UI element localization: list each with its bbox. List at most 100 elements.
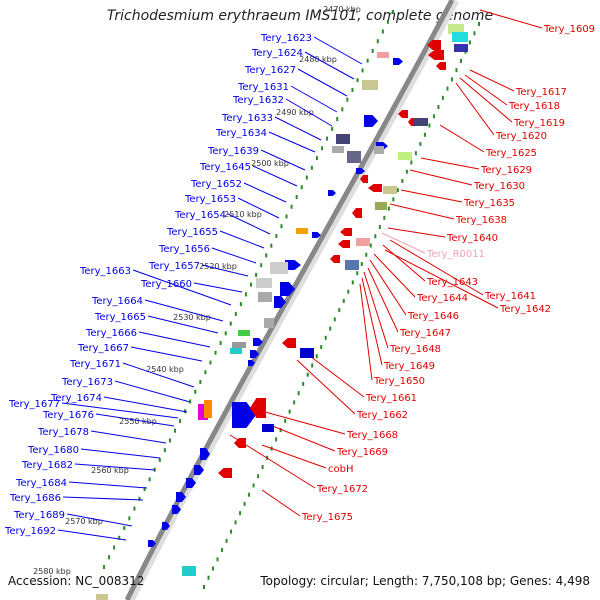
inner-dot-track — [270, 243, 273, 248]
forward-gene-arrow — [162, 522, 170, 530]
left-label-connector — [68, 481, 148, 489]
outer-dot-track — [383, 215, 386, 220]
right-label-connector — [373, 253, 416, 298]
gene-feature-block — [264, 318, 274, 328]
outer-dot-track — [320, 345, 323, 350]
left-label-connector — [130, 346, 203, 362]
inner-dot-track — [265, 253, 268, 258]
map-title: Trichodesmium erythraeum IMS101, complet… — [106, 8, 494, 24]
right-gene-label: Tery_1619 — [513, 118, 565, 129]
left-gene-label: Tery_1667 — [77, 343, 129, 354]
left-gene-label: Tery_1665 — [94, 312, 146, 323]
inner-dot-track — [123, 526, 126, 531]
gene-feature-block — [398, 152, 412, 160]
inner-dot-track — [219, 341, 222, 346]
forward-gene-arrow — [253, 338, 263, 346]
right-label-connector — [464, 74, 508, 106]
forward-gene-arrow — [148, 540, 156, 547]
outer-dot-track — [297, 391, 300, 396]
left-gene-label: Tery_1627 — [244, 65, 296, 76]
gene-feature-block — [204, 400, 212, 418]
gene-feature-block — [375, 202, 387, 210]
reverse-gene-arrow — [368, 184, 382, 192]
forward-gene-arrow — [172, 505, 181, 514]
gene-feature-block — [262, 424, 274, 432]
reverse-gene-arrow — [218, 468, 232, 478]
outer-dot-track — [423, 132, 426, 137]
scale-label: 2580 kbp — [33, 567, 71, 576]
inner-dot-track — [371, 48, 374, 53]
scale-label: 2540 kbp — [146, 365, 184, 374]
outer-dot-track — [243, 501, 246, 506]
left-label-connector — [227, 213, 271, 235]
forward-gene-arrow — [200, 448, 210, 460]
outer-dot-track — [203, 585, 205, 589]
left-gene-label: Tery_1678 — [37, 427, 89, 438]
left-gene-label: Tery_1655 — [166, 227, 218, 238]
scale-label: 2490 kbp — [276, 108, 314, 117]
inner-dot-track — [321, 146, 324, 151]
inner-dot-track — [209, 360, 212, 365]
inner-dot-track — [244, 292, 247, 297]
outer-dot-track — [257, 474, 260, 479]
left-label-connector — [285, 98, 333, 127]
inner-dot-track — [163, 448, 166, 453]
outer-dot-track — [306, 372, 309, 377]
outer-dot-track — [401, 178, 404, 183]
outer-dot-track — [360, 261, 363, 266]
right-gene-label: Tery_1629 — [480, 165, 532, 176]
inner-dot-track — [346, 97, 349, 102]
gene-feature-block — [345, 260, 359, 270]
reverse-gene-arrow — [428, 50, 444, 60]
inner-dot-track — [376, 39, 379, 44]
outer-dot-track — [302, 381, 305, 386]
forward-gene-arrow — [328, 190, 336, 196]
outer-dot-track — [455, 68, 458, 73]
right-label-connector — [409, 169, 473, 186]
right-label-connector — [257, 409, 346, 435]
inner-dot-track — [310, 165, 313, 170]
left-label-connector — [62, 496, 144, 501]
inner-dot-track — [234, 311, 237, 316]
reverse-gene-arrow — [338, 240, 350, 248]
outer-dot-track — [396, 188, 399, 193]
left-gene-label: Tery_1692 — [4, 526, 56, 537]
forward-gene-arrow — [312, 232, 321, 238]
inner-dot-track — [138, 496, 141, 501]
accession-text: Accession: NC_008312 — [8, 574, 145, 588]
reverse-gene-arrow — [234, 438, 246, 448]
inner-dot-track — [179, 418, 182, 423]
forward-gene-arrow — [356, 168, 365, 174]
inner-dot-track — [143, 487, 146, 492]
outer-dot-track — [275, 437, 278, 442]
gene-feature-block — [356, 238, 370, 246]
gene-feature-block — [374, 146, 384, 154]
right-gene-label: Tery_1635 — [463, 198, 515, 209]
reverse-gene-arrow — [330, 255, 340, 263]
gene-feature-block — [452, 32, 468, 42]
left-label-connector — [252, 165, 298, 187]
left-label-connector — [138, 331, 211, 348]
right-gene-label: Tery_1649 — [383, 361, 435, 372]
reverse-gene-arrow — [340, 228, 352, 236]
gene-feature-block — [347, 151, 361, 163]
forward-gene-arrow — [250, 350, 259, 358]
gene-feature-block — [296, 228, 308, 234]
gene-feature-block — [383, 186, 397, 194]
left-label-connector — [274, 116, 322, 141]
gene-feature-block — [448, 24, 464, 34]
inner-dot-track — [356, 78, 359, 83]
outer-dot-track — [221, 548, 224, 553]
gene-feature-block — [414, 118, 428, 126]
gene-feature-block — [336, 134, 350, 144]
inner-dot-track — [381, 29, 384, 34]
outer-dot-track — [405, 169, 408, 174]
left-gene-label: Tery_1663 — [79, 266, 131, 277]
forward-gene-arrow — [364, 115, 378, 127]
scale-label: 2530 kbp — [173, 313, 211, 322]
gene-feature-block — [232, 342, 246, 348]
inner-dot-track — [336, 117, 339, 122]
left-label-connector — [74, 463, 156, 471]
outer-dot-track — [478, 22, 480, 26]
gene-feature-block — [96, 594, 108, 600]
